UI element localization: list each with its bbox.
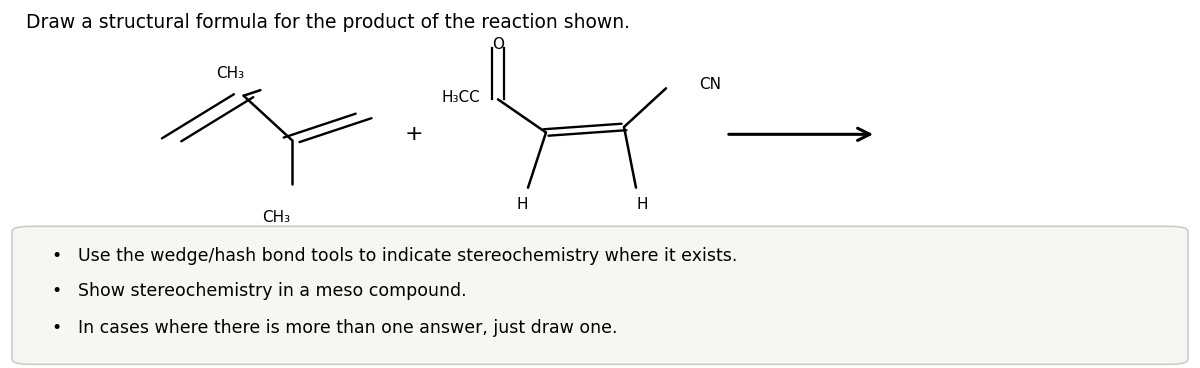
Text: H: H [516, 197, 528, 212]
Text: +: + [404, 124, 424, 144]
Text: O: O [492, 37, 504, 52]
Text: •: • [52, 282, 61, 300]
Text: CH₃: CH₃ [262, 210, 290, 224]
Text: CN: CN [700, 77, 721, 92]
Text: Show stereochemistry in a meso compound.: Show stereochemistry in a meso compound. [78, 282, 467, 300]
Text: In cases where there is more than one answer, just draw one.: In cases where there is more than one an… [78, 319, 618, 336]
Text: •: • [52, 319, 61, 336]
Text: CH₃: CH₃ [216, 66, 245, 81]
Text: •: • [52, 247, 61, 265]
Text: H₃CC: H₃CC [442, 90, 480, 105]
Text: H: H [636, 197, 648, 212]
Text: Draw a structural formula for the product of the reaction shown.: Draw a structural formula for the produc… [26, 13, 630, 32]
Text: Use the wedge/hash bond tools to indicate stereochemistry where it exists.: Use the wedge/hash bond tools to indicat… [78, 247, 737, 265]
FancyBboxPatch shape [12, 226, 1188, 364]
